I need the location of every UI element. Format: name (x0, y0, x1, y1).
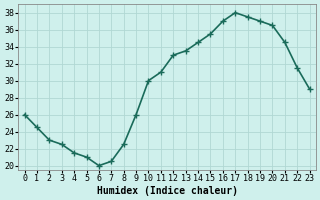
X-axis label: Humidex (Indice chaleur): Humidex (Indice chaleur) (97, 186, 237, 196)
